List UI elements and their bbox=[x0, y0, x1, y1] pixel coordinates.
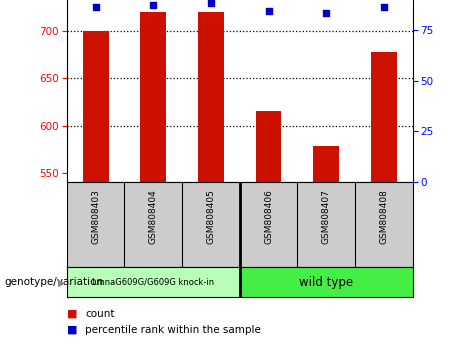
Point bbox=[149, 2, 157, 8]
Text: genotype/variation: genotype/variation bbox=[5, 277, 104, 287]
Point bbox=[322, 11, 330, 16]
Bar bbox=[313, 146, 339, 182]
Bar bbox=[67, 267, 240, 297]
Text: GSM808407: GSM808407 bbox=[322, 189, 331, 244]
Text: GSM808405: GSM808405 bbox=[207, 189, 215, 244]
Bar bbox=[255, 111, 282, 182]
Text: wild type: wild type bbox=[299, 276, 353, 289]
Text: ■: ■ bbox=[67, 325, 77, 335]
Text: GSM808403: GSM808403 bbox=[91, 189, 100, 244]
Text: ■: ■ bbox=[67, 309, 77, 319]
Text: GSM808408: GSM808408 bbox=[379, 189, 388, 244]
Bar bbox=[83, 31, 109, 182]
Bar bbox=[198, 12, 224, 182]
Text: percentile rank within the sample: percentile rank within the sample bbox=[85, 325, 261, 335]
Point bbox=[265, 8, 272, 14]
Point bbox=[92, 5, 99, 10]
Bar bbox=[240, 267, 413, 297]
Text: ▶: ▶ bbox=[58, 277, 65, 287]
Text: GSM808406: GSM808406 bbox=[264, 189, 273, 244]
Bar bbox=[140, 12, 166, 182]
Text: count: count bbox=[85, 309, 115, 319]
Point bbox=[207, 0, 214, 6]
Point bbox=[380, 5, 387, 10]
Text: LmnaG609G/G609G knock-in: LmnaG609G/G609G knock-in bbox=[92, 278, 214, 287]
Bar bbox=[371, 52, 397, 182]
Text: GSM808404: GSM808404 bbox=[149, 189, 158, 244]
